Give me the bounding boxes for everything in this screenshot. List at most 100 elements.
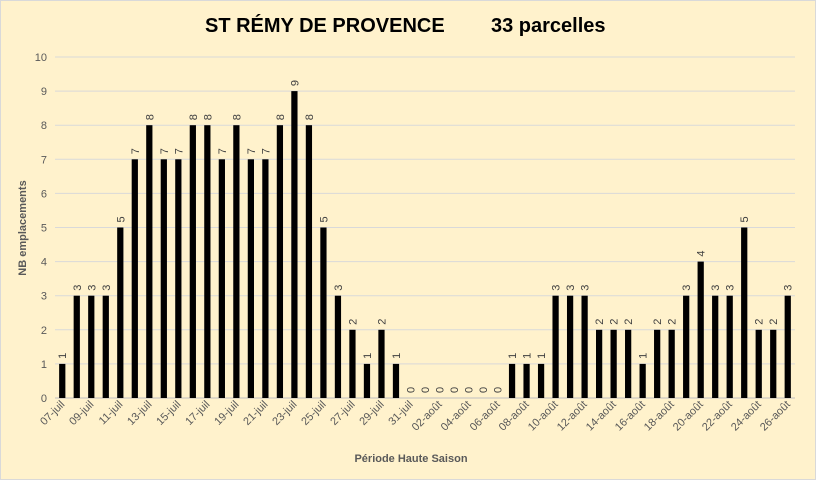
data-label: 4: [696, 250, 708, 256]
data-label: 0: [420, 387, 432, 393]
x-axis-ticks: 07-juil 09-juil 11-juil 13-juil 15-juil 17-ju…: [38, 399, 793, 434]
bar: [363, 363, 371, 398]
data-label: 2: [768, 319, 780, 325]
x-tick-label: 16-août: [613, 399, 648, 434]
y-tick-label: 9: [41, 86, 47, 98]
data-label: 3: [101, 285, 113, 291]
data-label: 7: [260, 148, 272, 154]
data-label: 2: [652, 319, 664, 325]
data-label: 8: [202, 114, 214, 120]
bar: [668, 329, 675, 398]
data-label: 5: [739, 216, 751, 222]
data-label: 8: [304, 114, 316, 120]
bar: [160, 159, 167, 398]
x-tick-label: 18-août: [642, 399, 677, 434]
bar: [175, 159, 182, 398]
x-tick-label: 13-juil: [125, 399, 154, 428]
data-label: 0: [449, 387, 461, 393]
x-axis-title: Période Haute Saison: [354, 453, 467, 465]
bar: [73, 295, 80, 398]
bar: [320, 227, 327, 398]
chart-subtitle: 33 parcelles: [491, 15, 606, 37]
data-label: 8: [231, 114, 243, 120]
data-label: 0: [464, 387, 476, 393]
y-tick-label: 7: [41, 154, 47, 166]
bar: [262, 159, 269, 398]
x-tick-label: 20-août: [671, 399, 706, 434]
data-label: 2: [594, 319, 606, 325]
data-label: 8: [275, 114, 287, 120]
bar: [233, 125, 240, 398]
bar: [88, 295, 95, 398]
bar: [349, 329, 356, 398]
data-label: 3: [86, 285, 98, 291]
x-tick-label: 09-juil: [67, 399, 96, 428]
bar: [334, 295, 342, 398]
data-label: 9: [289, 80, 301, 86]
x-tick-label: 10-août: [526, 399, 561, 434]
bar: [625, 329, 632, 398]
data-label: 2: [623, 319, 635, 325]
data-label: 7: [217, 148, 229, 154]
bar: [566, 295, 574, 398]
data-label: 3: [565, 285, 577, 291]
data-label: 3: [580, 285, 592, 291]
x-tick-label: 02-août: [410, 399, 445, 434]
x-tick-label: 14-août: [584, 399, 619, 434]
x-tick-label: 11-juil: [97, 399, 126, 428]
data-label: 3: [681, 285, 693, 291]
y-tick-label: 4: [41, 257, 47, 269]
bar: [305, 125, 313, 398]
data-label: 1: [391, 353, 403, 359]
x-tick-label: 17-juil: [183, 399, 212, 428]
data-label: 1: [57, 353, 69, 359]
data-label: 3: [333, 285, 345, 291]
x-tick-label: 08-août: [497, 399, 532, 434]
y-tick-label: 8: [41, 120, 47, 132]
data-label: 0: [493, 387, 505, 393]
data-label: 5: [318, 216, 330, 222]
y-axis-title: NB emplacements: [17, 180, 29, 275]
bar: [189, 125, 196, 398]
x-tick-label: 22-août: [700, 399, 735, 434]
x-tick-label: 26-août: [758, 399, 793, 434]
y-tick-label: 0: [41, 393, 47, 405]
data-label: 2: [754, 319, 766, 325]
data-label: 1: [638, 353, 650, 359]
x-tick-label: 15-juil: [154, 399, 183, 428]
y-tick-label: 1: [41, 359, 47, 371]
bar: [523, 363, 530, 398]
bar: [610, 329, 617, 398]
bar: [131, 159, 138, 398]
x-tick-label: 27-juil: [328, 399, 357, 428]
data-label: 2: [667, 319, 679, 325]
bar: [102, 295, 109, 398]
y-tick-label: 2: [41, 325, 47, 337]
x-tick-label: 29-juil: [357, 399, 386, 428]
bar: [697, 261, 704, 398]
bar: [378, 329, 385, 398]
data-label: 2: [347, 319, 359, 325]
bar: [784, 295, 791, 398]
chart-title: ST RÉMY DE PROVENCE 33 parcelles: [1, 15, 815, 43]
data-label: 7: [159, 148, 171, 154]
bar: [537, 363, 545, 398]
y-tick-label: 10: [35, 52, 47, 64]
bar: [392, 363, 400, 398]
bar: [654, 329, 661, 398]
bar: [770, 329, 777, 398]
x-tick-label: 04-août: [439, 399, 474, 434]
data-label: 2: [376, 319, 388, 325]
data-label: 7: [130, 148, 142, 154]
bar: [741, 227, 748, 398]
bar: [595, 329, 603, 398]
data-label: 0: [405, 387, 417, 393]
bar: [247, 159, 255, 398]
bar: [218, 159, 225, 398]
bar: [552, 295, 559, 398]
bars: [59, 91, 791, 398]
bar: [726, 295, 733, 398]
bar: [276, 125, 284, 398]
